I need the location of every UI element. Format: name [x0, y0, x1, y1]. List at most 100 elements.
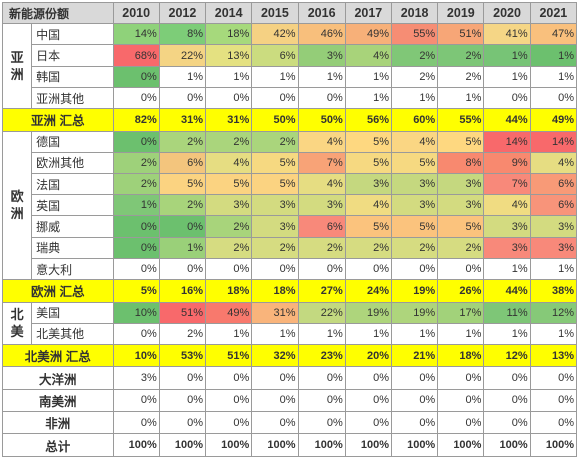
year-header: 2012	[158, 1, 207, 25]
value-cell: 3%	[529, 215, 578, 238]
value-cell: 0%	[297, 366, 346, 390]
table-row: 北 美美国 10% 51% 49% 31% 22% 19% 19% 17% 11% 12%	[1, 301, 578, 346]
subtotal-cell: 32%	[251, 343, 299, 368]
subtotal-cell: 51%	[205, 343, 253, 368]
value-cell: 19%	[390, 301, 439, 324]
year-header: 2017	[344, 1, 392, 25]
subtotal-cell: 44%	[483, 108, 531, 132]
value-cell: 5%	[390, 151, 439, 175]
value-cell: 0%	[529, 86, 578, 110]
value-cell: 11%	[483, 301, 531, 324]
total-cell: 100%	[205, 433, 253, 457]
value-cell: 0%	[483, 366, 531, 390]
year-header: 2010	[112, 1, 160, 25]
subtotal-cell: 31%	[205, 108, 253, 132]
subtotal-cell: 56%	[344, 108, 392, 132]
value-cell: 0%	[112, 215, 160, 238]
value-cell: 14%	[529, 130, 578, 153]
country-label: 美国	[31, 301, 114, 324]
value-cell: 6%	[529, 172, 578, 196]
value-cell: 4%	[483, 194, 531, 217]
value-cell: 0%	[251, 388, 299, 413]
value-cell: 6%	[529, 194, 578, 217]
subtotal-cell: 55%	[437, 108, 485, 132]
header-row: 新能源份额 2010 2012 2014 2015 2016 2017 2018 2019 202…	[2, 1, 578, 25]
value-cell: 0%	[390, 411, 439, 435]
value-cell: 0%	[344, 257, 392, 281]
table-row: 亚 洲中国 14% 8% 18% 42% 46% 49% 55% 51% 41% 47%	[1, 23, 578, 110]
value-cell: 1%	[529, 322, 578, 346]
year-header: 2021	[529, 1, 578, 25]
value-cell: 3%	[390, 194, 439, 217]
value-cell: 1%	[483, 257, 531, 281]
value-cell: 1%	[437, 322, 485, 346]
value-cell: 3%	[344, 172, 392, 196]
value-cell: 5%	[344, 130, 392, 153]
value-cell: 3%	[483, 236, 531, 259]
value-cell: 1%	[344, 65, 392, 88]
value-cell: 0%	[529, 388, 578, 413]
country-label: 瑞典	[31, 236, 114, 259]
value-cell: 3%	[483, 215, 531, 238]
value-cell: 0%	[158, 257, 207, 281]
value-cell: 55%	[390, 23, 439, 46]
value-cell: 0%	[251, 257, 299, 281]
value-cell: 1%	[529, 257, 578, 281]
value-cell: 13%	[205, 44, 253, 67]
value-cell: 42%	[251, 23, 299, 46]
value-cell: 31%	[251, 301, 299, 324]
value-cell: 0%	[390, 366, 439, 390]
subtotal-cell: 27%	[297, 279, 346, 303]
value-cell: 2%	[251, 130, 299, 153]
value-cell: 0%	[344, 388, 392, 413]
value-cell: 6%	[251, 44, 299, 67]
table-row: 日本 68% 22% 13% 6% 3% 4% 2% 2% 1% 1%	[3, 44, 578, 67]
value-cell: 68%	[112, 44, 160, 67]
value-cell: 0%	[112, 411, 160, 435]
value-cell: 14%	[483, 130, 531, 153]
value-cell: 5%	[251, 151, 299, 175]
value-cell: 2%	[158, 194, 207, 217]
value-cell: 1%	[483, 44, 531, 67]
value-cell: 2%	[158, 322, 207, 346]
value-cell: 0%	[158, 86, 207, 110]
value-cell: 1%	[483, 322, 531, 346]
region-label: 南美洲	[2, 388, 114, 413]
value-cell: 51%	[158, 301, 207, 324]
value-cell: 0%	[158, 366, 207, 390]
value-cell: 1%	[344, 86, 392, 110]
region-row: 南美洲 0% 0% 0% 0% 0% 0% 0% 0% 0% 0%	[2, 388, 578, 413]
value-cell: 5%	[390, 215, 439, 238]
subtotal-cell: 13%	[529, 343, 578, 368]
value-cell: 0%	[112, 65, 160, 88]
value-cell: 3%	[529, 236, 578, 259]
value-cell: 3%	[112, 366, 160, 390]
region-row: 非洲 0% 0% 0% 0% 0% 0% 0% 0% 0% 0%	[2, 411, 578, 435]
total-cell: 100%	[344, 433, 392, 457]
table-row: 英国 1% 2% 3% 3% 3% 4% 3% 3% 4% 6%	[3, 194, 578, 217]
region-label: 大洋洲	[2, 366, 114, 390]
country-label: 意大利	[31, 257, 114, 281]
total-cell: 100%	[437, 433, 485, 457]
value-cell: 46%	[297, 23, 346, 46]
year-header: 2016	[297, 1, 346, 25]
value-cell: 10%	[112, 301, 160, 324]
value-cell: 2%	[437, 65, 485, 88]
subtotal-cell: 18%	[251, 279, 299, 303]
value-cell: 0%	[158, 411, 207, 435]
value-cell: 0%	[529, 366, 578, 390]
value-cell: 0%	[112, 130, 160, 153]
subtotal-cell: 60%	[390, 108, 439, 132]
total-cell: 100%	[297, 433, 346, 457]
value-cell: 0%	[529, 411, 578, 435]
value-cell: 41%	[483, 23, 531, 46]
value-cell: 2%	[344, 236, 392, 259]
value-cell: 0%	[437, 366, 485, 390]
subtotal-cell: 16%	[158, 279, 207, 303]
value-cell: 5%	[344, 215, 392, 238]
value-cell: 2%	[390, 236, 439, 259]
value-cell: 2%	[205, 236, 253, 259]
subtotal-cell: 53%	[158, 343, 207, 368]
country-label: 欧洲其他	[31, 151, 114, 175]
value-cell: 1%	[529, 65, 578, 88]
